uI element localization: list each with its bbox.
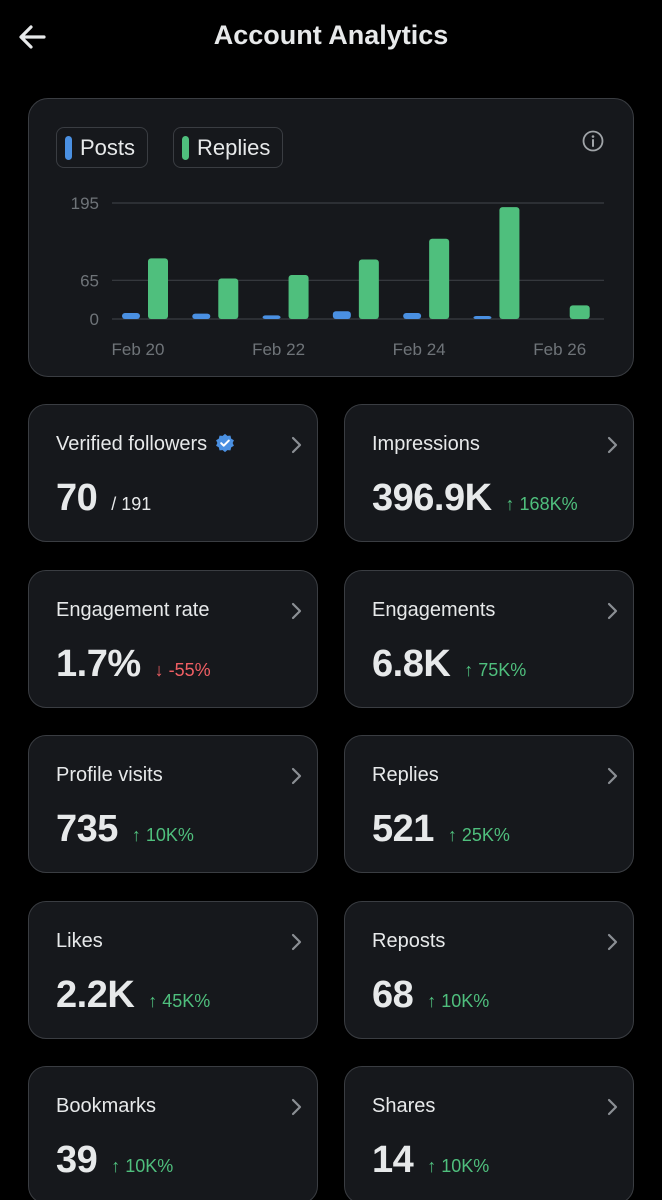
metric-title: Impressions xyxy=(372,433,480,455)
metric-value-row: 39 ↑ 10K% xyxy=(56,1139,173,1182)
chevron-right-icon xyxy=(607,767,618,785)
bar-replies-feb-22 xyxy=(288,274,309,319)
info-icon[interactable] xyxy=(581,129,605,153)
metric-change: ↑ 75K% xyxy=(464,659,527,680)
bar-posts-feb-20 xyxy=(122,313,140,319)
x-tick-label: Feb 26 xyxy=(533,340,586,359)
metric-change: ↑ 10K% xyxy=(111,1156,174,1176)
bar-replies-feb-24 xyxy=(429,238,450,319)
metric-value: 521 xyxy=(372,808,434,850)
metric-value-row: 68 ↑ 10K% xyxy=(372,974,489,1017)
bar-posts-feb-21 xyxy=(192,313,211,319)
chevron-right-icon xyxy=(607,436,618,454)
bar-replies-feb-25 xyxy=(499,207,520,319)
metric-value: 68 xyxy=(372,973,414,1016)
metric-card-profile-visits[interactable]: Profile visits 735 ↑ 10K% xyxy=(28,735,318,873)
metric-card-bookmarks[interactable]: Bookmarks 39 ↑ 10K% xyxy=(28,1066,318,1200)
legend-posts-toggle[interactable]: Posts xyxy=(56,127,149,168)
metric-change: ↑ 45K% xyxy=(148,990,211,1011)
metric-change: ↑ 10K% xyxy=(131,825,194,845)
back-button[interactable] xyxy=(16,20,50,54)
metric-value-row: 735 ↑ 10K% xyxy=(56,808,194,851)
metric-total: / 191 xyxy=(111,494,152,514)
metric-value: 396.9K xyxy=(372,477,492,519)
metric-title: Reposts xyxy=(372,929,446,952)
chevron-right-icon xyxy=(607,933,618,950)
metric-title: Engagement rate xyxy=(56,598,210,621)
posts-swatch xyxy=(65,135,72,160)
metric-card-shares[interactable]: Shares 14 ↑ 10K% xyxy=(344,1066,634,1200)
metric-value-row: 2.2K ↑ 45K% xyxy=(56,974,210,1017)
bar-replies-feb-26 xyxy=(569,305,590,319)
bar-posts-feb-25 xyxy=(473,316,492,319)
metric-card-impressions[interactable]: Impressions 396.9K ↑ 168K% xyxy=(344,404,634,542)
arrow-left-icon xyxy=(19,25,46,49)
bar-posts-feb-22 xyxy=(262,315,281,319)
metric-change: ↑ 168K% xyxy=(505,494,578,514)
replies-swatch xyxy=(182,135,189,160)
metric-change: ↑ 25K% xyxy=(447,825,510,845)
metric-title: Likes xyxy=(56,929,103,952)
metric-change: ↓ -55% xyxy=(154,659,211,680)
bar-replies-feb-21 xyxy=(218,278,239,319)
bar-replies-feb-23 xyxy=(358,259,379,319)
chevron-right-icon xyxy=(291,933,302,950)
metric-title: Verified followers xyxy=(56,433,235,456)
metric-value: 14 xyxy=(372,1139,414,1181)
metric-value-row: 14 ↑ 10K% xyxy=(372,1139,489,1182)
chevron-right-icon xyxy=(291,1098,302,1116)
metric-value: 2.2K xyxy=(56,973,135,1016)
metric-title: Replies xyxy=(372,764,439,786)
chevron-right-icon xyxy=(607,602,618,619)
y-tick-label: 195 xyxy=(71,194,99,213)
metric-card-engagements[interactable]: Engagements 6.8K ↑ 75K% xyxy=(344,569,634,708)
metric-title: Profile visits xyxy=(56,764,163,786)
metric-title: Shares xyxy=(372,1095,436,1117)
metric-card-verified-followers[interactable]: Verified followers 70 / 191 xyxy=(28,404,318,542)
metric-value-row: 6.8K ↑ 75K% xyxy=(372,643,526,686)
legend-replies-label: Replies xyxy=(197,134,271,160)
metric-value: 39 xyxy=(56,1139,98,1181)
y-tick-label: 65 xyxy=(80,271,99,290)
metric-value-row: 521 ↑ 25K% xyxy=(372,808,510,851)
metric-value: 735 xyxy=(56,808,118,850)
x-tick-label: Feb 24 xyxy=(393,340,446,359)
top-bar: Account Analytics xyxy=(0,0,662,76)
metric-value-row: 70 / 191 xyxy=(56,477,151,520)
metric-card-replies[interactable]: Replies 521 ↑ 25K% xyxy=(344,735,634,873)
bar-posts-feb-23 xyxy=(332,311,351,319)
metric-change: ↑ 10K% xyxy=(427,990,490,1011)
metric-value-row: 396.9K ↑ 168K% xyxy=(372,477,578,520)
metric-change: ↑ 10K% xyxy=(427,1156,490,1176)
metric-value-row: 1.7% ↓ -55% xyxy=(56,643,211,686)
bar-chart: 0 65 195 Feb 20 Feb 22 Feb 24 Feb 26 xyxy=(71,194,604,359)
activity-chart-card: Posts Replies 0 65 195 Feb 20 Feb 22 Feb 24 Fe… xyxy=(28,98,634,377)
metric-value: 70 xyxy=(56,477,98,519)
legend-posts-label: Posts xyxy=(80,134,136,160)
chevron-right-icon xyxy=(291,602,302,619)
metric-card-engagement-rate[interactable]: Engagement rate 1.7% ↓ -55% xyxy=(28,569,318,708)
metric-value: 6.8K xyxy=(372,642,451,685)
bar-replies-feb-20 xyxy=(148,258,168,319)
metric-title: Engagements xyxy=(372,598,496,621)
x-tick-label: Feb 20 xyxy=(112,340,165,359)
metric-card-likes[interactable]: Likes 2.2K ↑ 45K% xyxy=(28,900,318,1039)
chevron-right-icon xyxy=(291,436,302,454)
verified-badge-icon xyxy=(216,433,235,453)
y-tick-label: 0 xyxy=(90,310,99,329)
metric-card-reposts[interactable]: Reposts 68 ↑ 10K% xyxy=(344,900,634,1039)
legend-replies-toggle[interactable]: Replies xyxy=(173,127,284,168)
chevron-right-icon xyxy=(291,767,302,785)
chevron-right-icon xyxy=(607,1098,618,1116)
bar-posts-feb-24 xyxy=(403,313,422,319)
metric-title: Bookmarks xyxy=(56,1095,157,1117)
x-tick-label: Feb 22 xyxy=(252,340,305,359)
page-title: Account Analytics xyxy=(213,20,449,50)
metric-value: 1.7% xyxy=(56,642,141,685)
